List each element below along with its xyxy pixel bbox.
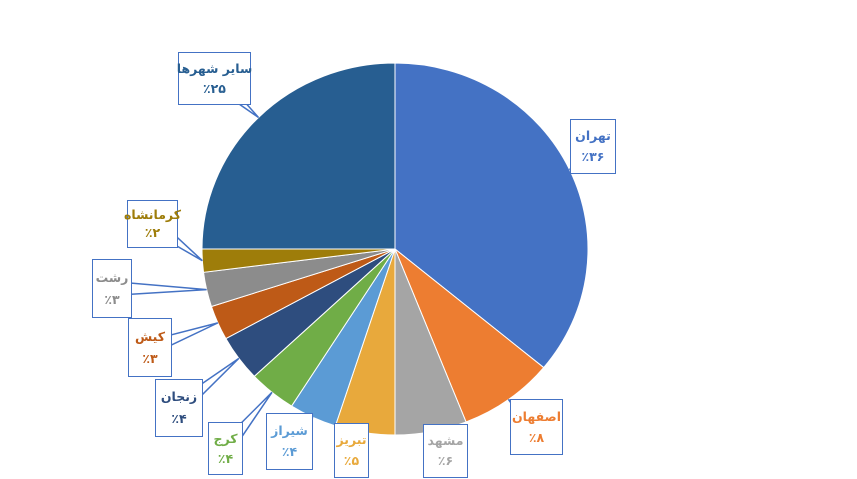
callout-leader-6 xyxy=(174,357,240,414)
callout-leader-2 xyxy=(429,429,452,456)
callout-leader-3 xyxy=(345,430,367,455)
callout-leader-7 xyxy=(147,322,219,355)
callout-leader-9 xyxy=(147,217,203,262)
callout-leader-1 xyxy=(507,398,542,433)
callout-leader-8 xyxy=(111,280,207,297)
callout-leader-4 xyxy=(284,416,314,447)
callout-leader-5 xyxy=(219,391,273,454)
callout-leader-0 xyxy=(569,141,599,171)
callout-leader-10 xyxy=(209,72,260,119)
